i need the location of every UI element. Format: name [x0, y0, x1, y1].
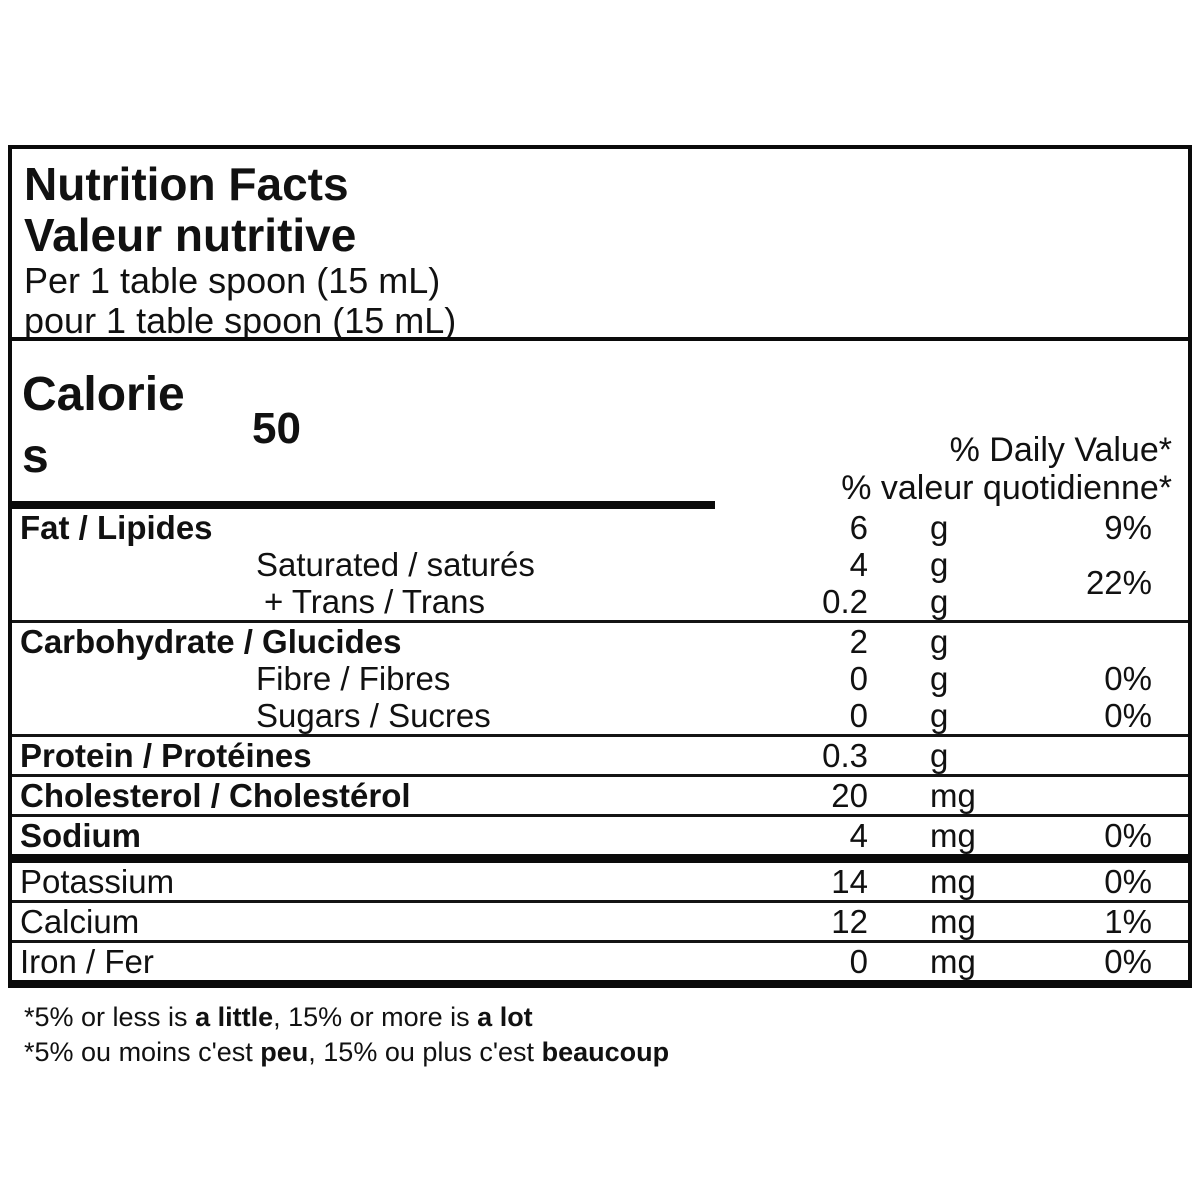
row-label: Sodium [20, 817, 141, 854]
row-protein: Protein / Protéines 0.3 g [12, 737, 1188, 774]
footnote-fr: *5% ou moins c'est peu, 15% ou plus c'es… [24, 1035, 669, 1070]
row-amount: 2 [849, 623, 868, 660]
row-unit: mg [930, 903, 976, 940]
row-amount: 0 [849, 660, 868, 697]
row-amount: 6 [849, 508, 868, 546]
row-unit: mg [930, 863, 976, 900]
calories-separator-bar [12, 501, 715, 509]
row-amount: 0.3 [822, 737, 868, 774]
row-potassium: Potassium 14 mg 0% [12, 863, 1188, 900]
row-unit: g [930, 697, 949, 734]
calories-word: Calories [22, 368, 185, 483]
row-label: Sugars / Sucres [256, 697, 491, 734]
row-daily-value: 0% [1104, 660, 1152, 697]
footnote-text: *5% or less is [24, 1002, 196, 1032]
row-sodium: Sodium 4 mg 0% [12, 817, 1188, 854]
row-label: Saturated / saturés [256, 545, 535, 583]
footnote-text: , 15% or more is [273, 1002, 478, 1032]
daily-value-header-fr: % valeur quotidienne* [841, 469, 1172, 507]
row-daily-value: 1% [1104, 903, 1152, 940]
footnote-text: peu [260, 1037, 309, 1067]
row-daily-value: 9% [1104, 508, 1152, 546]
row-daily-value: 0% [1104, 863, 1152, 900]
footnote-en: *5% or less is a little, 15% or more is … [24, 1000, 669, 1035]
row-amount: 14 [831, 863, 868, 900]
row-label: Protein / Protéines [20, 737, 312, 774]
row-carbohydrate: Carbohydrate / Glucides 2 g [12, 623, 1188, 660]
row-amount: 0.2 [822, 582, 868, 620]
row-sugars: Sugars / Sucres 0 g 0% [12, 697, 1188, 734]
row-fibre: Fibre / Fibres 0 g 0% [12, 660, 1188, 697]
row-unit: g [930, 508, 949, 546]
serving-size-en: Per 1 table spoon (15 mL) [24, 260, 441, 301]
row-label: Calcium [20, 903, 140, 940]
separator-line [12, 620, 1188, 623]
row-iron: Iron / Fer 0 mg 0% [12, 943, 1188, 980]
title-fr: Valeur nutritive [24, 209, 357, 261]
footnote-text: beaucoup [541, 1037, 670, 1067]
daily-value-footnote: *5% or less is a little, 15% or more is … [24, 1000, 669, 1070]
daily-value-header-en: % Daily Value* [949, 431, 1172, 469]
row-amount: 4 [849, 545, 868, 583]
row-unit: g [930, 582, 949, 620]
footnote-text: a lot [477, 1002, 533, 1032]
footnote-text: a little [195, 1002, 274, 1032]
row-amount: 12 [831, 903, 868, 940]
row-label: Carbohydrate / Glucides [20, 623, 402, 660]
row-amount: 0 [849, 697, 868, 734]
row-label: Fat / Lipides [20, 508, 213, 546]
footnote-text: *5% ou moins c'est [24, 1037, 261, 1067]
footnote-text: , 15% ou plus c'est [308, 1037, 542, 1067]
row-unit: mg [930, 943, 976, 980]
row-unit: g [930, 737, 949, 774]
row-label: Iron / Fer [20, 943, 154, 980]
row-cholesterol: Cholesterol / Cholestérol 20 mg [12, 777, 1188, 814]
row-label: Potassium [20, 863, 175, 900]
row-daily-value: 0% [1104, 697, 1152, 734]
separator-line [12, 900, 1188, 903]
separator-line [12, 814, 1188, 817]
row-amount: 20 [831, 777, 868, 814]
row-daily-value: 0% [1104, 943, 1152, 980]
serving-size-fr: pour 1 table spoon (15 mL) [24, 300, 457, 341]
saturated-trans-daily-value: 22% [1085, 564, 1152, 601]
separator-line [12, 774, 1188, 777]
row-unit: g [930, 623, 949, 660]
row-label: + Trans / Trans [264, 582, 486, 620]
separator-line [12, 734, 1188, 737]
row-label: Cholesterol / Cholestérol [20, 777, 411, 814]
separator-line [12, 940, 1188, 943]
row-unit: g [930, 545, 949, 583]
row-daily-value: 0% [1104, 817, 1152, 854]
row-amount: 4 [849, 817, 868, 854]
row-label: Fibre / Fibres [256, 660, 451, 697]
calories-section: Calories 50 % Daily Value* % valeur quot… [12, 341, 1188, 507]
calories-value: 50 [252, 404, 301, 453]
row-unit: mg [930, 777, 976, 814]
row-unit: mg [930, 817, 976, 854]
row-unit: g [930, 660, 949, 697]
row-calcium: Calcium 12 mg 1% [12, 903, 1188, 940]
nutrition-label: Nutrition Facts Valeur nutritive Per 1 t… [8, 145, 1192, 988]
row-amount: 0 [849, 943, 868, 980]
fat-group: Fat / Lipides 6 g 9% Saturated / saturés… [12, 509, 1188, 620]
daily-value-header: % Daily Value* % valeur quotidienne* [841, 431, 1172, 507]
micronutrient-separator-bar [12, 854, 1188, 863]
title-en: Nutrition Facts [24, 158, 349, 210]
label-header: Nutrition Facts Valeur nutritive Per 1 t… [12, 149, 1188, 341]
